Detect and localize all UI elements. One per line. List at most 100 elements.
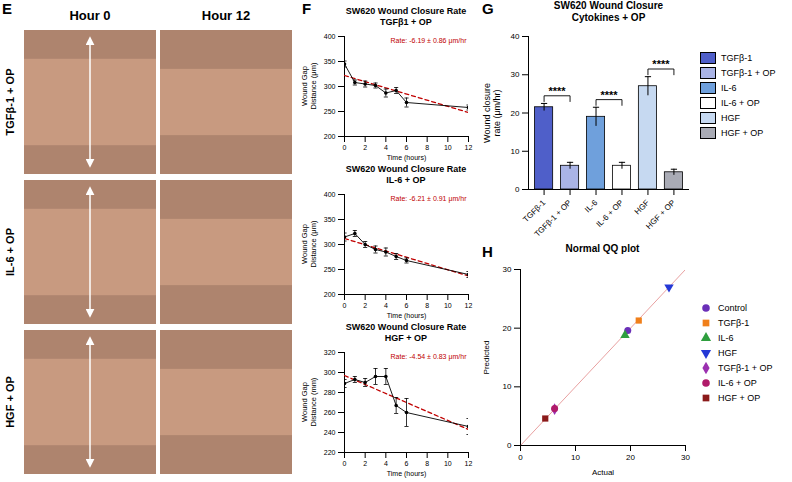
html-text:Wound Gap Distance (μm): Wound Gap Distance (μm)	[300, 220, 318, 268]
html-text:SW620 Wound Closure Rate: SW620 Wound Closure Rate	[345, 322, 467, 332]
svg-text:Predicted: Predicted	[482, 341, 491, 375]
svg-text:TGFβ-1 + OP: TGFβ-1 + OP	[4, 69, 16, 136]
svg-text:300: 300	[324, 241, 336, 248]
svg-text:6: 6	[405, 302, 409, 309]
html-text:TGFβ-1 + OP: TGFβ-1 + OP	[718, 362, 773, 373]
html-text:H: H	[482, 243, 493, 260]
svg-text:20: 20	[503, 324, 512, 333]
svg-text:12: 12	[465, 144, 473, 151]
svg-text:10: 10	[444, 460, 452, 467]
html-text:Wound closure rate (μm/hr): Wound closure rate (μm/hr)	[481, 82, 502, 143]
svg-text:12: 12	[465, 460, 473, 467]
html-text:IL-6: IL-6	[721, 82, 737, 93]
html-text:G: G	[482, 0, 494, 17]
svg-text:30: 30	[681, 453, 690, 462]
svg-text:220: 220	[324, 449, 336, 456]
svg-text:250: 250	[324, 266, 336, 273]
html-text:IL-6 + OP: IL-6 + OP	[718, 377, 757, 388]
svg-text:2: 2	[363, 302, 367, 309]
svg-text:6: 6	[405, 460, 409, 467]
svg-text:200: 200	[324, 291, 336, 298]
svg-text:TGFβ-1 + OP: TGFβ-1 + OP	[533, 198, 574, 239]
svg-text:4: 4	[384, 302, 388, 309]
svg-text:260: 260	[324, 409, 336, 416]
html-text:IL-6: IL-6	[718, 332, 734, 343]
html-text:Normal QQ plot: Normal QQ plot	[565, 243, 640, 254]
svg-text:250: 250	[324, 108, 336, 115]
svg-text:20: 20	[511, 109, 520, 118]
html-text:TGFβ-1 + OP: TGFβ-1 + OP	[721, 67, 776, 78]
svg-text:10: 10	[511, 147, 520, 156]
svg-text:0: 0	[343, 302, 347, 309]
svg-text:8: 8	[425, 144, 429, 151]
svg-text:4: 4	[384, 460, 388, 467]
svg-text:IL-6 + OP: IL-6 + OP	[594, 198, 625, 229]
svg-text:6: 6	[405, 144, 409, 151]
html-text:E: E	[2, 0, 12, 17]
html-text:TGFβ1 + OP: TGFβ1 + OP	[380, 17, 432, 27]
svg-text:12: 12	[465, 302, 473, 309]
html-text:F: F	[302, 0, 312, 17]
svg-text:****: ****	[600, 89, 618, 101]
svg-text:320: 320	[324, 349, 336, 356]
svg-text:10: 10	[444, 144, 452, 151]
svg-text:Time (hours): Time (hours)	[387, 154, 426, 162]
svg-text:Rate: -6.19 ± 0.86 μm/hr: Rate: -6.19 ± 0.86 μm/hr	[391, 37, 468, 45]
svg-text:400: 400	[324, 33, 336, 40]
svg-text:Time (hours): Time (hours)	[387, 470, 426, 478]
html-text:SW620 Wound Closure Rate: SW620 Wound Closure Rate	[345, 164, 467, 174]
svg-text:8: 8	[425, 460, 429, 467]
svg-text:HGF: HGF	[633, 198, 651, 216]
svg-text:10: 10	[571, 453, 580, 462]
svg-text:0: 0	[343, 144, 347, 151]
svg-text:Rate: -6.21 ± 0.91 μm/hr: Rate: -6.21 ± 0.91 μm/hr	[391, 195, 468, 203]
svg-text:0: 0	[343, 460, 347, 467]
svg-text:IL-6: IL-6	[583, 198, 600, 215]
svg-text:10: 10	[444, 302, 452, 309]
svg-text:IL-6 + OP: IL-6 + OP	[4, 228, 16, 276]
svg-text:350: 350	[324, 58, 336, 65]
html-text:IL-6 + OP: IL-6 + OP	[386, 175, 426, 185]
html-text:Control: Control	[718, 302, 747, 313]
svg-text:Time (hours): Time (hours)	[387, 312, 426, 320]
html-text:TGFβ-1: TGFβ-1	[721, 52, 753, 63]
svg-text:0: 0	[515, 185, 520, 194]
html-text:HGF + OP: HGF + OP	[721, 127, 764, 138]
svg-text:HGF + OP: HGF + OP	[644, 198, 677, 231]
svg-text:30: 30	[511, 70, 520, 79]
svg-text:240: 240	[324, 429, 336, 436]
svg-text:2: 2	[363, 144, 367, 151]
svg-text:Hour 12: Hour 12	[202, 8, 250, 23]
svg-text:10: 10	[503, 382, 512, 391]
svg-text:Rate: -4.54 ± 0.83 μm/hr: Rate: -4.54 ± 0.83 μm/hr	[391, 353, 468, 361]
svg-text:8: 8	[425, 302, 429, 309]
html-text:HGF: HGF	[718, 347, 737, 358]
svg-text:40: 40	[511, 32, 520, 41]
html-text:HGF + OP: HGF + OP	[718, 392, 761, 403]
html-text:SW620 Wound Closure Rate: SW620 Wound Closure Rate	[345, 6, 467, 16]
svg-text:400: 400	[324, 191, 336, 198]
svg-text:20: 20	[626, 453, 635, 462]
svg-text:****: ****	[549, 85, 567, 97]
svg-text:4: 4	[384, 144, 388, 151]
svg-text:280: 280	[324, 389, 336, 396]
html-text:TGFβ-1: TGFβ-1	[718, 317, 750, 328]
html-text:HGF: HGF	[721, 112, 740, 123]
svg-text:****: ****	[652, 58, 670, 70]
svg-text:300: 300	[324, 83, 336, 90]
html-text:SW620 Wound Closure: SW620 Wound Closure	[553, 0, 664, 11]
svg-text:30: 30	[503, 265, 512, 274]
svg-text:300: 300	[324, 369, 336, 376]
html-text:Wound Gap Distance (μm): Wound Gap Distance (μm)	[300, 62, 318, 110]
svg-text:200: 200	[324, 133, 336, 140]
svg-text:HGF + OP: HGF + OP	[4, 376, 16, 428]
svg-text:0: 0	[518, 453, 523, 462]
svg-text:2: 2	[363, 460, 367, 467]
html-text:IL-6 + OP: IL-6 + OP	[721, 97, 760, 108]
html-text:Wound Gap Distance (mm): Wound Gap Distance (mm)	[300, 377, 318, 427]
svg-text:0: 0	[507, 441, 512, 450]
svg-text:350: 350	[324, 216, 336, 223]
html-text:Cytokines + OP: Cytokines + OP	[571, 12, 646, 23]
svg-text:Actual: Actual	[592, 468, 614, 477]
svg-text:Hour 0: Hour 0	[69, 8, 110, 23]
